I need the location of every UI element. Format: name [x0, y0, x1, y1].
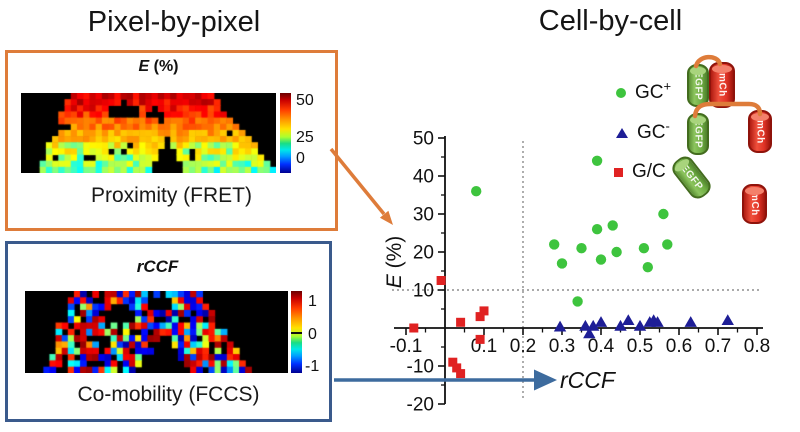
legend-label: GC- [637, 118, 670, 143]
scatter-point-gc-minus [684, 316, 697, 327]
y-tick-label: 20 [413, 243, 434, 264]
scatter-point-g-c [436, 276, 446, 285]
x-tick-label: -0.1 [390, 336, 423, 357]
fret-map-title-e: E [138, 58, 150, 75]
scatter-point-g-c [475, 334, 485, 344]
legend-item-gc-minus: GC- [616, 118, 670, 144]
scatter-point-g-c [448, 357, 458, 367]
scatter-point-g-c [475, 312, 485, 322]
mcherry-cylinder-icon: mCh [742, 184, 767, 224]
x-tick-label: 0.3 [549, 336, 575, 357]
scatter-point-g-c [456, 317, 466, 327]
egfp-cylinder-icon: EGFP [687, 113, 709, 155]
scatter-point-gc-minus [721, 314, 734, 325]
y-tick-label: -10 [407, 357, 434, 378]
scatter-point-gc-minus [651, 316, 664, 327]
x-tick-label: 0.5 [627, 336, 653, 357]
scatter-point-gc-minus [583, 327, 596, 339]
fret-panel: E (%) 50 25 0 Proximity (FRET) [5, 50, 338, 231]
fret-colorbar [280, 93, 291, 173]
y-axis-title: E (%) [383, 236, 406, 289]
scatter-point-gc-minus [553, 320, 567, 332]
y-tick-label: -20 [407, 395, 434, 416]
mcherry-cylinder-icon: mCh [709, 62, 735, 108]
scatter-point-gc-minus [579, 319, 592, 331]
fccs-panel: rCCF 1 0 -1 Co-mobility (FCCS) [5, 241, 332, 422]
y-tick-label: 10 [413, 281, 434, 302]
scatter-point-gc-plus [638, 243, 650, 254]
gc-plus-marker-icon [616, 88, 626, 98]
scatter-point-gc-plus [607, 220, 618, 231]
right-panel-title: Cell-by-cell [538, 5, 683, 37]
x-tick-label: 0.6 [666, 336, 692, 357]
scatter-point-gc-minus [614, 319, 627, 331]
scatter-point-gc-minus [622, 314, 635, 325]
scatter-point-gc-minus [633, 319, 647, 331]
scatter-point-gc-minus [587, 319, 600, 331]
fccs-colorbar [291, 291, 302, 373]
legend-item-gc-plus: GC+ [616, 78, 672, 104]
mcherry-cylinder-icon: mCh [748, 110, 772, 153]
x-tick-label: 0.8 [744, 336, 770, 357]
fccs-to-plot-arrowhead-icon [534, 369, 557, 391]
fccs-colorbar-label-min: -1 [305, 358, 320, 375]
scatter-point-gc-plus [591, 224, 603, 235]
y-tick-label: 40 [413, 167, 434, 188]
scatter-point-gc-plus [572, 296, 583, 307]
left-panel-title: Pixel-by-pixel [87, 6, 261, 38]
scatter-point-gc-plus [549, 239, 560, 250]
y-tick-label: 50 [413, 129, 434, 150]
fret-colorbar-label-mid: 25 [296, 129, 314, 146]
fret-colorbar-label-min: 0 [296, 150, 305, 167]
scatter-point-gc-plus [576, 243, 587, 254]
x-tick-label: 0.4 [588, 336, 615, 357]
fccs-colorbar-label-max: 1 [308, 293, 317, 310]
scatter-point-g-c [456, 369, 466, 379]
scatter-point-gc-plus [642, 262, 653, 273]
g-c-marker-icon [614, 167, 623, 177]
fret-map-title: E (%) [8, 58, 335, 76]
x-axis-title: rCCF [560, 367, 617, 393]
gc-minus-linker-icon [692, 101, 763, 119]
fccs-colorbar-label-mid: 0 [308, 326, 317, 343]
scatter-point-gc-plus [662, 239, 673, 250]
fret-colorbar-label-max: 50 [296, 92, 314, 109]
scatter-point-gc-plus [658, 208, 669, 220]
scatter-point-gc-plus [471, 186, 482, 197]
scatter-point-g-c [409, 323, 419, 333]
scatter-point-gc-plus [595, 254, 607, 265]
scatter-point-gc-plus [556, 258, 568, 269]
legend-label: GC+ [635, 78, 672, 103]
scatter-point-gc-plus [591, 155, 603, 166]
y-tick-label: 30 [413, 205, 434, 226]
scatter-point-g-c [452, 363, 462, 373]
fccs-caption: Co-mobility (FCCS) [77, 383, 260, 406]
fccs-heatmap [25, 291, 288, 373]
scatter-point-g-c [479, 306, 489, 316]
x-tick-label: 0.2 [510, 336, 536, 357]
legend-label: G/C [632, 161, 666, 182]
fret-caption: Proximity (FRET) [91, 184, 252, 207]
scatter-point-gc-plus [611, 246, 622, 258]
fret-to-plot-arrowhead-icon [379, 210, 393, 225]
fccs-map-title: rCCF [136, 257, 179, 276]
legend-item-g-c: G/C [614, 161, 666, 183]
scatter-point-gc-minus [594, 316, 608, 327]
gc-plus-linker-icon [693, 54, 723, 69]
x-tick-label: 0.7 [705, 336, 731, 357]
fret-heatmap [21, 93, 276, 173]
fret-map-title-unit: (%) [149, 58, 179, 75]
fret-to-plot-arrow [329, 147, 386, 216]
gc-minus-marker-icon [616, 128, 628, 138]
